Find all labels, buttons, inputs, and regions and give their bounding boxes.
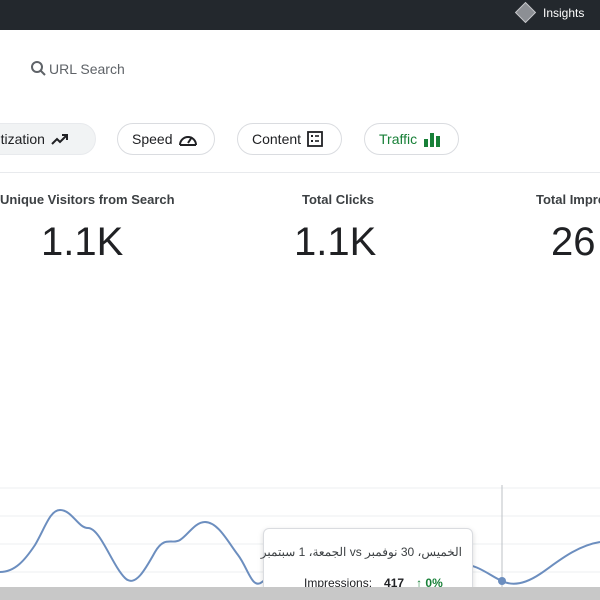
tab-label: Speed [132,131,173,147]
tooltip-value: 417 [384,576,405,590]
metric-label-total-impressions: Total Impre [536,192,600,207]
url-search[interactable]: URL Search [30,60,125,77]
search-input[interactable]: URL Search [49,60,125,77]
tooltip-change: ↑ 0% [416,576,443,590]
chart-tooltip: الخميس، 30 نوفمبر vs الجمعة، 1 سبتمبر Im… [260,528,473,598]
tab-speed[interactable]: Speed [117,123,215,155]
tooltip-metric-label: Impressions: [304,576,373,590]
metric-label-total-clicks: Total Clicks [302,192,375,207]
impressions-series-line [0,508,600,585]
tab-monetization[interactable]: netization [0,123,96,155]
search-icon [31,61,46,76]
section-divider [0,172,600,173]
metric-value-total-impressions: 26 [551,220,596,264]
tab-label: Content [252,131,302,147]
list-icon [307,131,323,147]
insights-label: Insights [543,5,585,20]
metric-value-unique-visitors: 1.1K [41,220,124,264]
insights-menu[interactable]: Insights [514,1,585,24]
hover-point [498,577,506,585]
bar-chart-icon [424,133,441,147]
speedometer-icon [179,136,198,146]
insights-logo-icon [514,1,537,24]
tab-traffic[interactable]: Traffic [364,123,459,155]
tooltip-date: الخميس، 30 نوفمبر vs الجمعة، 1 سبتمبر [260,545,462,559]
tab-label: netization [0,131,45,147]
admin-topbar: Insights [0,0,600,30]
horizontal-scrollbar[interactable] [0,587,600,600]
tab-content[interactable]: Content [237,123,342,155]
trending-up-icon [51,134,68,145]
metric-label-unique-visitors: Unique Visitors from Search [0,192,175,207]
tooltip-row: Impressions: 417 ↑ 0% [304,576,443,590]
tab-label: Traffic [379,131,418,147]
metric-value-total-clicks: 1.1K [294,220,377,264]
